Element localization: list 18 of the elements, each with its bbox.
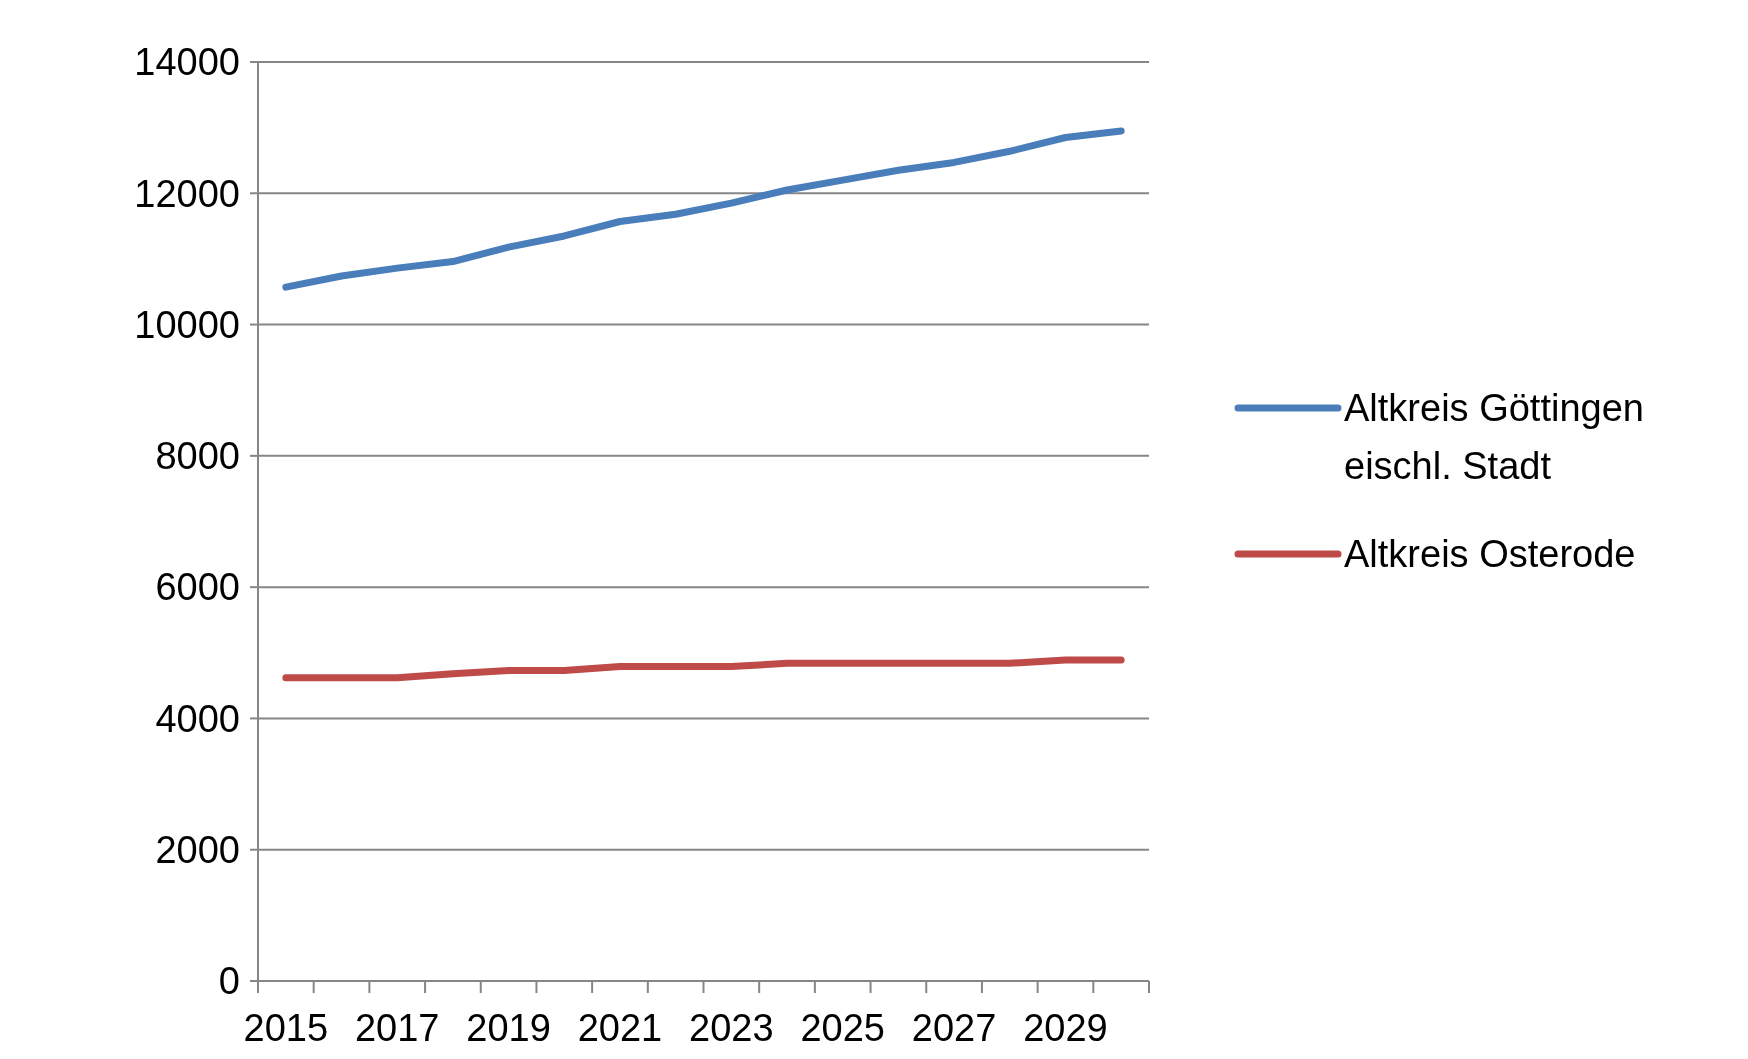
x-tick-label: 2019	[466, 1007, 551, 1049]
y-tick-label: 12000	[134, 172, 240, 215]
x-tick-label: 2027	[911, 1007, 997, 1049]
x-tick-label: 2015	[243, 1007, 329, 1049]
legend-label: Altkreis Göttingen eischl. Stadt	[1344, 387, 1644, 488]
x-tick-label: 2023	[689, 1007, 774, 1049]
x-tick-label: 2025	[800, 1007, 885, 1049]
y-tick-label: 0	[218, 960, 240, 1003]
x-tick-label: 2029	[1023, 1007, 1108, 1049]
y-tick-label: 8000	[155, 435, 240, 478]
y-tick-label: 4000	[155, 697, 240, 740]
legend-label: Altkreis Osterode	[1344, 533, 1636, 576]
y-tick-label: 2000	[155, 829, 240, 872]
x-tick-label: 2021	[577, 1007, 663, 1049]
x-tick-label: 2017	[354, 1007, 440, 1049]
y-tick-label: 6000	[155, 566, 240, 609]
y-tick-label: 14000	[134, 41, 240, 84]
y-tick-label: 10000	[134, 303, 240, 346]
